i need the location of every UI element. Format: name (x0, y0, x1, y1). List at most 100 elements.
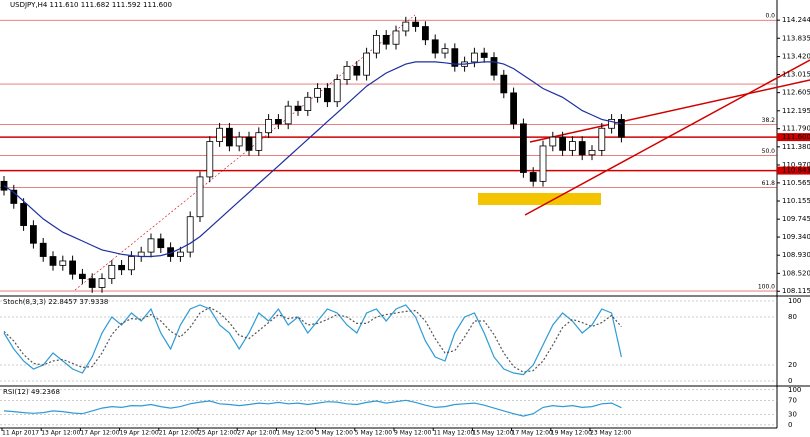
candle-body (402, 21, 410, 32)
candle-body (520, 123, 527, 173)
y-tick-label: 108.115 (782, 287, 810, 295)
candle-body (79, 273, 86, 280)
x-tick-label: 5 May 12:00 (355, 430, 393, 437)
candle-body (88, 278, 96, 288)
candle-body (598, 127, 606, 151)
candle-body (216, 127, 224, 142)
x-tick-label: 13 Apr 12:00 (41, 430, 80, 437)
x-tick-label: 1 May 12:00 (276, 430, 314, 437)
candle-body (245, 136, 253, 151)
y-tick-label: 111.380 (782, 143, 810, 151)
y-tick-label: 100 (788, 297, 801, 305)
candle-body (431, 39, 439, 54)
candle-body (147, 238, 155, 253)
y-tick-label: 110.155 (782, 197, 810, 205)
candle-body (490, 57, 498, 76)
candle-body (20, 203, 28, 226)
candle-body (382, 34, 390, 45)
y-tick-label: 111.790 (782, 125, 810, 133)
candle-body (372, 34, 380, 54)
candle-body (470, 52, 478, 63)
candle-body (353, 65, 361, 76)
candle-body (451, 48, 459, 67)
x-tick-label: 15 May 12:00 (472, 430, 513, 437)
level-box (777, 166, 810, 175)
y-tick-label: 113.835 (782, 34, 810, 42)
rsi-line (3, 399, 622, 417)
candle-body (235, 136, 243, 147)
candle-body (500, 74, 508, 94)
y-tick-label: 70 (788, 396, 797, 404)
stoch-title: Stoch(8,3,3) 22.8457 37.9338 (3, 298, 108, 306)
candle-body (529, 172, 537, 182)
level-box (777, 133, 810, 142)
y-tick-label: 30 (788, 410, 797, 418)
candle-body (274, 119, 282, 125)
candle-body (549, 136, 557, 147)
x-tick-label: 23 May 12:00 (590, 430, 631, 437)
candle-body (225, 127, 233, 147)
x-tick-label: 25 Apr 12:00 (198, 430, 237, 437)
x-tick-label: 11 May 12:00 (433, 430, 474, 437)
y-tick-label: 113.015 (782, 71, 810, 79)
y-tick-label: 109.340 (782, 233, 810, 241)
y-tick-label: 100 (788, 386, 801, 394)
fib-label: 100.0 (758, 284, 775, 291)
chart-title: USDJPY,H4 111.610 111.682 111.592 111.60… (10, 1, 172, 9)
candle-body (363, 52, 371, 76)
candle-body (304, 96, 312, 111)
candle-body (265, 119, 273, 134)
x-tick-label: 19 Apr 12:00 (120, 430, 159, 437)
candle-body (196, 176, 204, 218)
candle-body (69, 260, 76, 275)
x-tick-label: 21 Apr 12:00 (159, 430, 198, 437)
candle-body (480, 52, 488, 58)
candle-body (206, 141, 214, 178)
candle-body (569, 141, 576, 151)
candle-body (39, 242, 47, 257)
x-tick-label: 3 May 12:00 (316, 430, 354, 437)
fib-label: 61.8 (762, 180, 776, 187)
candle-body (421, 26, 429, 41)
fib-label: 50.0 (762, 148, 776, 155)
candle-body (284, 105, 292, 125)
candle-body (176, 251, 184, 257)
candle-body (118, 264, 125, 271)
y-tick-label: 110.970 (782, 161, 810, 169)
x-tick-label: 11 Apr 2017 (2, 430, 39, 437)
y-tick-label: 113.420 (782, 53, 810, 61)
candle-body (578, 141, 586, 156)
candle-body (98, 278, 106, 288)
y-tick-label: 0 (788, 421, 792, 429)
candle-body (539, 145, 547, 182)
fib-label: 38.2 (762, 117, 776, 124)
candle-body (588, 149, 596, 156)
y-tick-label: 108.930 (782, 251, 810, 259)
x-tick-label: 27 Apr 12:00 (237, 430, 276, 437)
y-tick-label: 0 (788, 377, 792, 385)
candle-body (314, 88, 322, 98)
candle-body (323, 88, 331, 103)
fib-guide (74, 14, 416, 291)
candle-body (333, 79, 341, 103)
stoch-signal (3, 306, 622, 373)
y-tick-label: 80 (788, 313, 797, 321)
candle-body (618, 119, 625, 138)
stoch-main (3, 304, 622, 376)
candle-body (510, 92, 518, 125)
candle-body (255, 132, 263, 151)
fib-label: 0.0 (765, 13, 775, 20)
candle-body (294, 105, 302, 111)
y-tick-label: 110.565 (782, 179, 810, 187)
y-tick-label: 108.520 (782, 269, 810, 277)
y-tick-label: 114.244 (782, 16, 810, 24)
x-tick-label: 17 Apr 12:00 (80, 430, 119, 437)
y-tick-label: 112.605 (782, 89, 810, 97)
candle-body (559, 136, 566, 151)
rsi-title: RSI(12) 49.2368 (3, 388, 60, 396)
support-zone (478, 193, 601, 205)
trend-line (529, 79, 810, 143)
y-tick-label: 20 (788, 361, 797, 369)
candle-body (186, 216, 194, 253)
